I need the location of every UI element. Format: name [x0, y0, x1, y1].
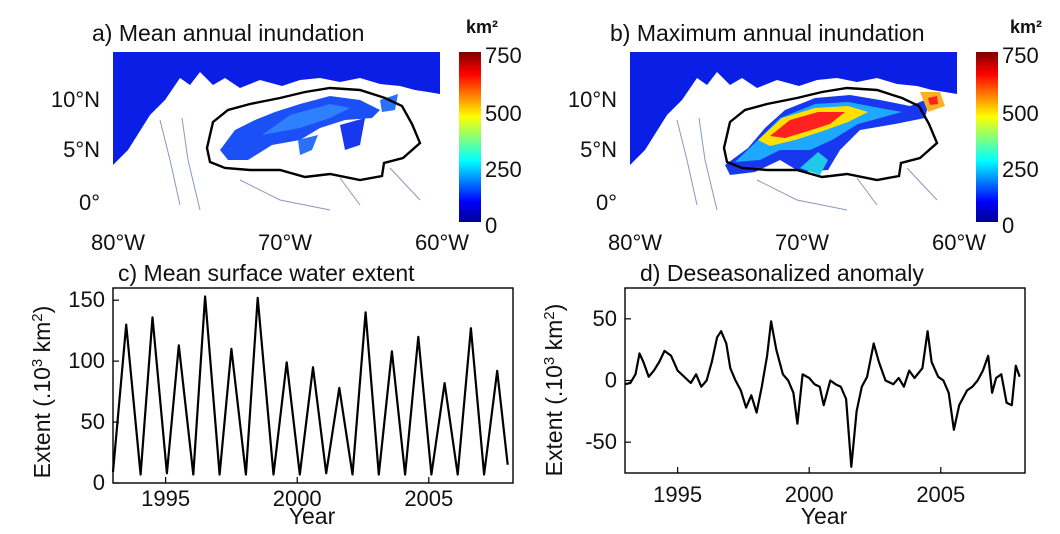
- panel-a-lon-tick: 80°W: [91, 230, 145, 255]
- panel-b-colorbar-tick: 750: [1002, 43, 1039, 68]
- panel-b-lon-tick: 80°W: [608, 230, 662, 255]
- panel-c-x-tick-label: 1995: [141, 486, 190, 511]
- panel-a-lon-tick: 70°W: [258, 230, 312, 255]
- panel-d-x-tick-label: 2000: [785, 482, 834, 507]
- panel-c-x-tick-label: 2000: [273, 486, 322, 511]
- panel-a-rivers: [159, 117, 421, 211]
- panel-c-x-tick-label: 2005: [404, 486, 453, 511]
- panel-b-lat-tick: 10°N: [568, 87, 617, 112]
- panel-c-series-line: [111, 295, 509, 476]
- panel-b-lat-tick: 0°: [596, 190, 617, 215]
- panel-d-series-line: [624, 320, 1021, 468]
- panel-b-colorbar-unit: km²: [1010, 17, 1042, 37]
- panel-d-axes-frame: [624, 287, 1026, 474]
- panel-a-title: a) Mean annual inundation: [92, 20, 364, 46]
- panel-a-lon-tick: 60°W: [415, 230, 469, 255]
- panel-a-colorbar-tick: 500: [485, 101, 522, 126]
- panel-d-y-tick-label: 50: [593, 306, 617, 331]
- panel-a-colorbar-unit: km²: [466, 17, 498, 37]
- panel-d-y-tick-label: -50: [585, 429, 617, 454]
- panel-b-rivers: [676, 117, 938, 211]
- panel-d-y-tick-label: 0: [605, 368, 617, 393]
- panel-b-colorbar-tick: 500: [1002, 101, 1039, 126]
- panel-d-x-tick-label: 2005: [916, 482, 965, 507]
- panel-b-inundation: [725, 92, 945, 175]
- panel-b-colorbar-tick: 250: [1002, 157, 1039, 182]
- panel-a-colorbar-tick: 0: [485, 213, 497, 238]
- panel-d-line-chart: d) Deseasonalized anomaly Year Extent (.…: [541, 260, 1026, 529]
- panel-c-y-tick-label: 50: [81, 409, 105, 434]
- panel-d-x-tick-label: 1995: [653, 482, 702, 507]
- panel-b-colorbar-tick: 0: [1002, 213, 1014, 238]
- panel-d-title: d) Deseasonalized anomaly: [640, 260, 924, 286]
- panel-a-basin-outline: [205, 86, 422, 182]
- panel-a-lat-tick: 0°: [79, 190, 100, 215]
- panel-c-y-tick-label: 0: [93, 470, 105, 495]
- panel-a-colorbar-tick: 250: [485, 157, 522, 182]
- panel-c-axes-frame: [112, 287, 514, 484]
- panel-c-ylabel: Extent (.103 km2): [29, 306, 56, 479]
- panel-c-title: c) Mean surface water extent: [118, 260, 415, 286]
- panel-b-title: b) Maximum annual inundation: [610, 20, 925, 46]
- panel-c-xlabel: Year: [289, 503, 336, 529]
- panel-b-colorbar: [976, 52, 998, 222]
- panel-b-lat-tick: 5°N: [580, 137, 617, 162]
- panel-a-lat-tick: 10°N: [51, 87, 100, 112]
- panel-d-xlabel: Year: [801, 503, 848, 529]
- panel-a-map: a) Mean annual inundation 10°N 5°N 0° 80…: [51, 17, 522, 255]
- panel-a-colorbar: [459, 52, 481, 222]
- panel-b-basin-outline: [722, 86, 939, 182]
- panel-c-y-tick-label: 150: [68, 287, 105, 312]
- panel-b-map: b) Maximum annual inundation 10°N 5°N 0°…: [568, 17, 1042, 255]
- panel-b-lon-tick: 70°W: [775, 230, 829, 255]
- panel-b-lon-tick: 60°W: [932, 230, 986, 255]
- panel-c-line-chart: c) Mean surface water extent Year Extent…: [29, 260, 514, 529]
- panel-a-colorbar-tick: 750: [485, 43, 522, 68]
- panel-d-ylabel: Extent (.103 km2): [541, 304, 568, 477]
- panel-c-y-tick-label: 100: [68, 348, 105, 373]
- panel-a-lat-tick: 5°N: [63, 137, 100, 162]
